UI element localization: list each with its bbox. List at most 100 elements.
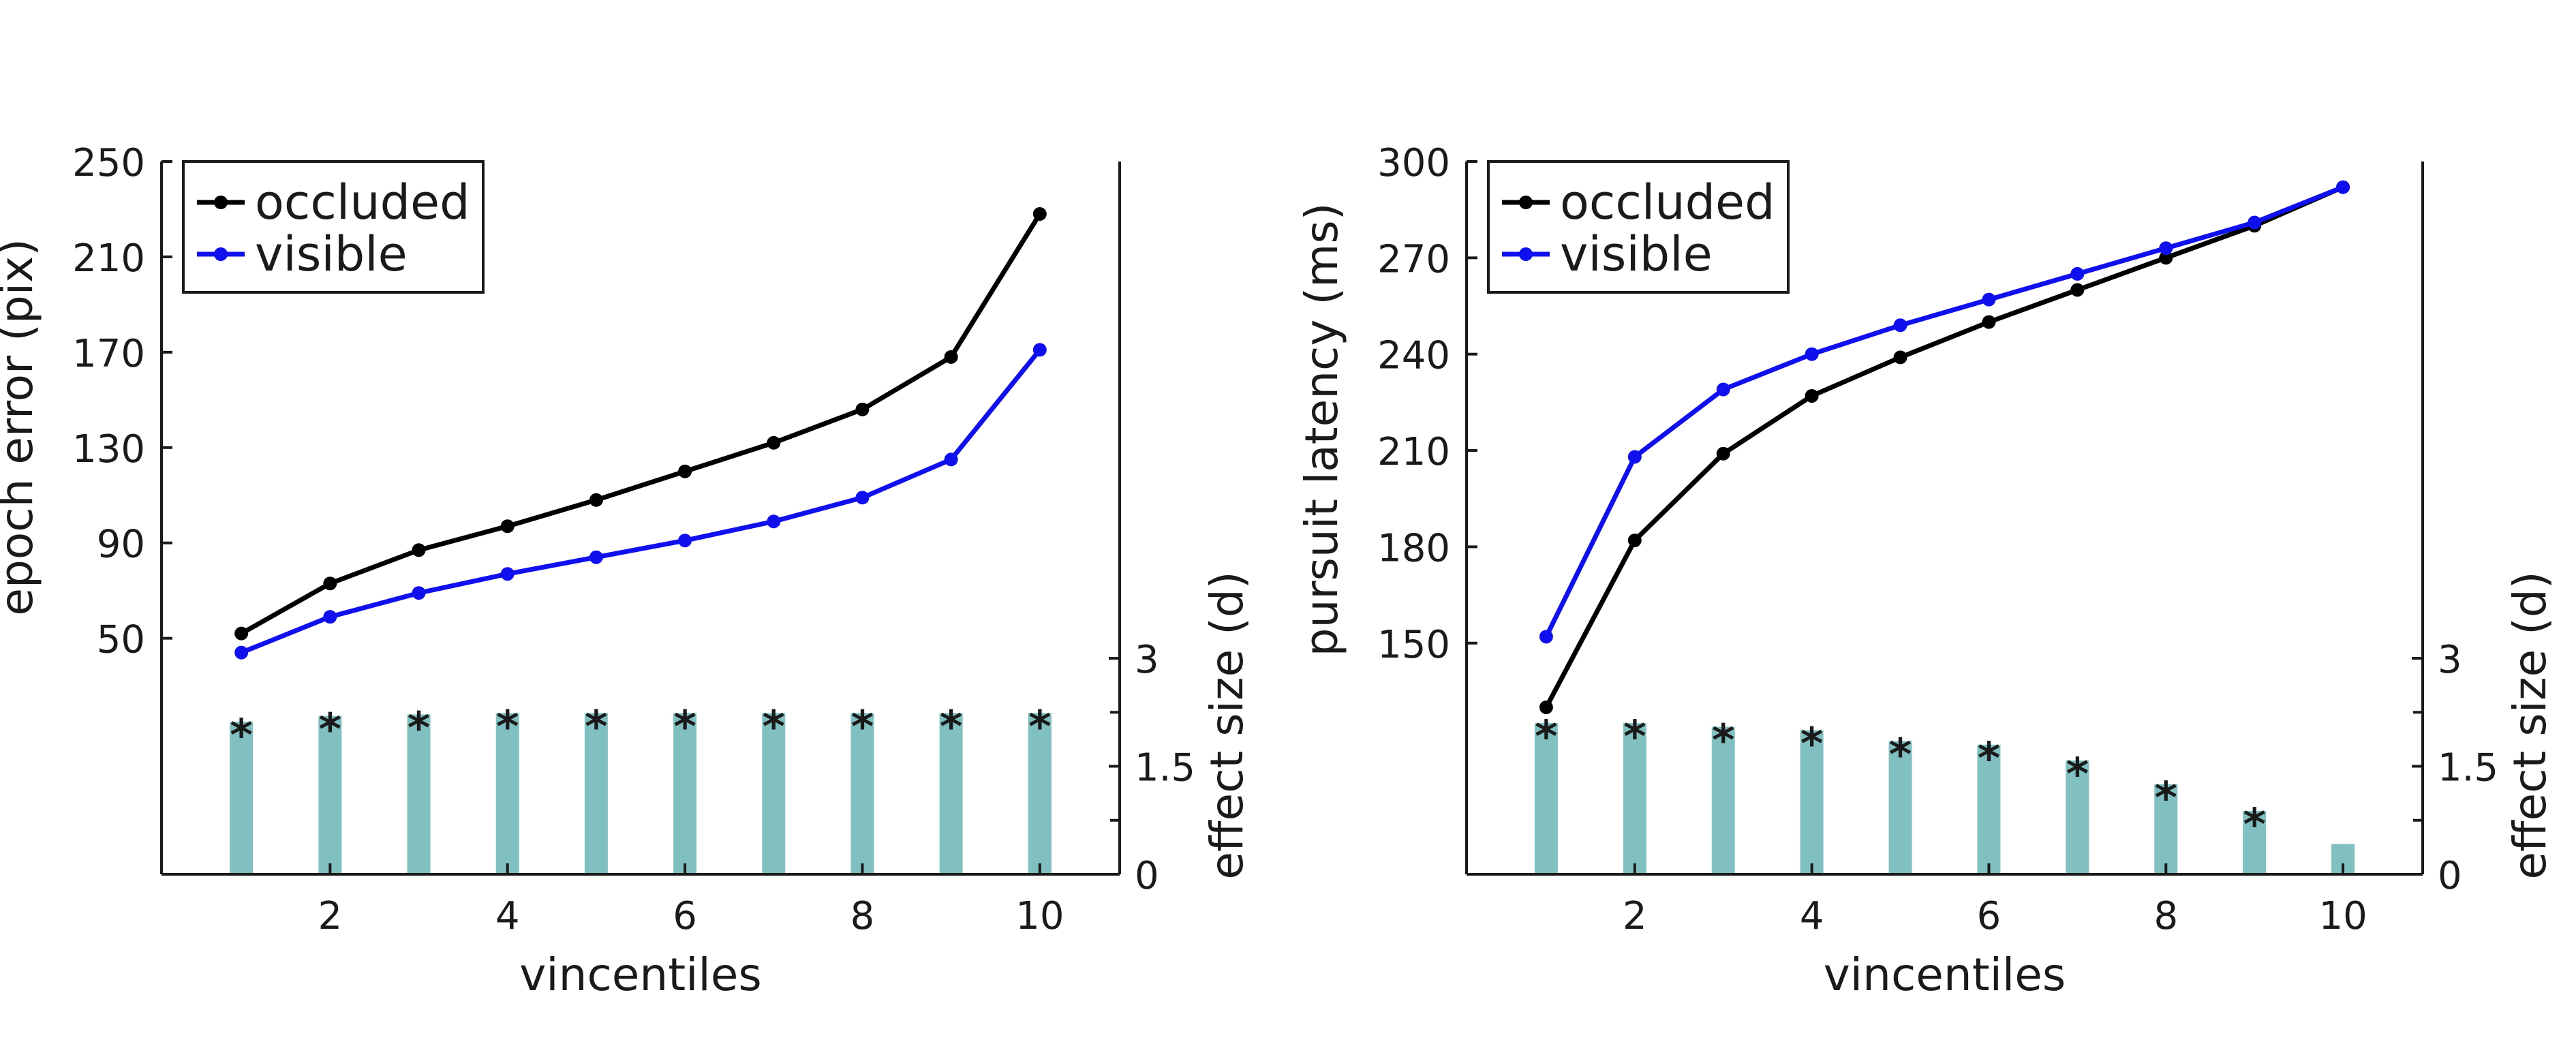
data-point-occluded (2159, 251, 2173, 265)
y2-tick-label: 0 (2438, 854, 2462, 898)
data-point-visible (2336, 180, 2350, 194)
effect-size-bar (407, 714, 431, 874)
y-axis-title: epoch error (pix) (0, 239, 43, 616)
significance-star: * (230, 711, 252, 761)
y-tick-label: 150 (1377, 623, 1450, 667)
x-tick-label: 8 (850, 894, 875, 938)
y-tick-label: 210 (1377, 430, 1450, 474)
x-tick-label: 6 (1977, 894, 2002, 938)
x-tick-label: 4 (495, 894, 520, 938)
y-tick-label: 50 (97, 618, 145, 662)
data-point-occluded (767, 435, 781, 450)
y-tick-label: 250 (72, 141, 145, 185)
data-point-occluded (1716, 446, 1730, 461)
legend-box (182, 160, 485, 294)
legend-marker-visible (214, 247, 228, 261)
data-point-occluded (1893, 350, 1907, 365)
significance-star: * (2155, 773, 2177, 824)
legend-label-occluded: occluded (255, 174, 470, 230)
data-point-occluded (1032, 206, 1047, 221)
data-point-visible (2159, 241, 2173, 256)
data-point-visible (1716, 382, 1730, 397)
data-point-visible (1805, 347, 1819, 361)
x-tick-label: 2 (1623, 894, 1647, 938)
effect-size-bar (2066, 760, 2089, 874)
y2-tick-label: 3 (2438, 638, 2462, 682)
effect-size-bar (2154, 784, 2178, 874)
significance-star: * (851, 702, 874, 752)
legend-label-visible: visible (255, 226, 408, 282)
data-point-occluded (855, 402, 870, 416)
significance-star: * (2243, 800, 2265, 850)
y-tick-label: 180 (1377, 526, 1450, 570)
effect-size-bar (318, 716, 342, 874)
data-point-visible (589, 550, 603, 564)
data-point-visible (323, 610, 337, 624)
significance-star: * (319, 705, 341, 756)
data-point-visible (500, 567, 515, 581)
significance-star: * (763, 702, 785, 752)
y-tick-label: 90 (97, 523, 145, 567)
y2-axis-title: effect size (d) (1201, 571, 1253, 879)
significance-star: * (496, 702, 519, 752)
significance-star: * (1028, 702, 1051, 752)
series-line-visible (240, 348, 1042, 655)
significance-star: * (1712, 716, 1734, 766)
data-point-occluded (500, 519, 515, 534)
data-point-occluded (589, 493, 603, 507)
effect-size-bar (673, 713, 697, 874)
effect-size-bar (2243, 811, 2267, 874)
series-line-occluded (1544, 185, 2344, 709)
y2-tick-label: 1.5 (2438, 746, 2498, 790)
x-axis-title: vincentiles (1824, 949, 2066, 1001)
data-point-occluded (323, 576, 337, 591)
significance-star: * (408, 703, 430, 754)
y-tick-label: 270 (1377, 237, 1450, 281)
data-point-occluded (678, 464, 692, 478)
effect-size-bar (495, 713, 519, 874)
effect-size-bar (939, 713, 963, 874)
x-tick-label: 8 (2153, 894, 2178, 938)
legend-marker-visible (1519, 247, 1533, 261)
y-tick-label: 170 (72, 332, 145, 376)
effect-size-bar (1977, 744, 2001, 874)
effect-size-bar (762, 713, 786, 874)
effect-size-bar (230, 722, 254, 874)
effect-size-bar (1888, 741, 1912, 874)
x-axis-title: vincentiles (519, 949, 762, 1001)
significance-star: * (940, 702, 962, 752)
significance-star: * (1535, 712, 1557, 763)
legend-marker-occluded (214, 196, 228, 209)
y2-tick-label: 1.5 (1135, 746, 1195, 790)
data-point-occluded (412, 543, 426, 557)
chart-panel-1: * * * * * * * * * * 2 4 6 8 10 vincentiles 50 90 130 170 210… (0, 141, 1253, 1001)
legend-label-visible: visible (1560, 226, 1713, 282)
data-point-occluded (1627, 533, 1642, 547)
effect-size-bar (1711, 726, 1735, 874)
legend-label-occluded: occluded (1560, 174, 1775, 230)
data-point-visible (855, 491, 870, 505)
effect-size-bar (1800, 730, 1824, 874)
series-line-occluded (240, 213, 1042, 636)
effect-size-bar (584, 713, 608, 874)
x-tick-label: 10 (2318, 894, 2367, 938)
data-point-visible (1893, 318, 1907, 333)
data-point-visible (2248, 215, 2262, 230)
data-point-visible (1539, 630, 1553, 644)
effect-size-bar (1028, 713, 1052, 874)
data-point-occluded (1539, 700, 1553, 714)
data-point-visible (1627, 450, 1642, 464)
data-point-visible (2070, 266, 2085, 281)
data-point-visible (678, 534, 692, 548)
significance-star: * (673, 702, 696, 752)
y2-tick-label: 0 (1135, 854, 1159, 898)
y-tick-label: 240 (1377, 334, 1450, 378)
y2-axis-title: effect size (d) (2504, 571, 2556, 879)
chart-panel-2: * * * * * * * * * 2 4 6 8 10 vincentiles 150 180 210 240 27… (1295, 141, 2556, 1001)
data-point-visible (1982, 292, 1996, 307)
y2-tick-label: 3 (1135, 638, 1159, 682)
effect-size-bar (1534, 723, 1558, 874)
data-point-occluded (234, 626, 249, 641)
significance-star: * (2066, 750, 2089, 800)
